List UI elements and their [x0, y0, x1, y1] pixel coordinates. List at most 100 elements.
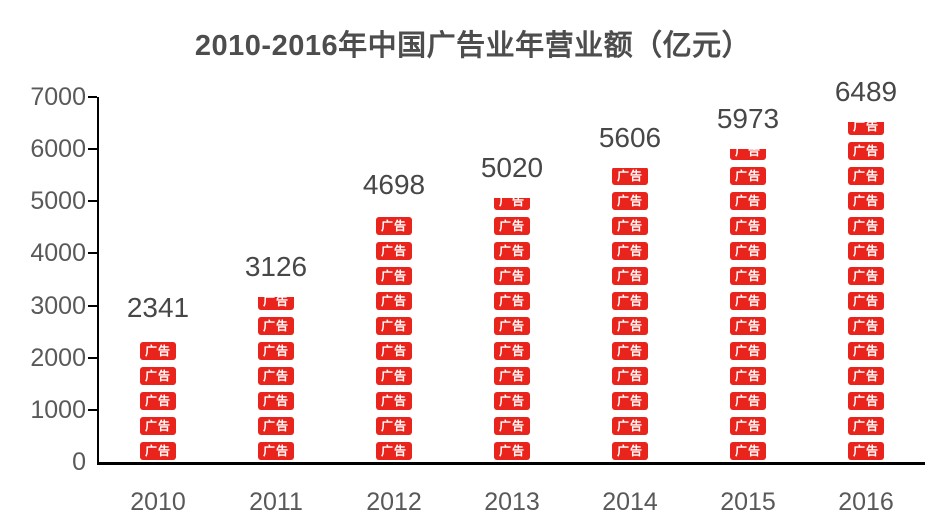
ad-block: 广告: [612, 242, 648, 260]
ad-block: 广告: [376, 342, 412, 360]
ad-block: 广告: [376, 292, 412, 310]
y-axis-tick: [88, 409, 97, 411]
ad-block: 广告: [848, 417, 884, 435]
ad-block: 广告: [376, 367, 412, 385]
bar-2015: 广告 广告 广告 广告 广告 广告 广告 广告 广告 广告 广告 广告 广告: [730, 149, 766, 460]
x-axis-label-2016: 2016: [838, 488, 894, 516]
ad-block: 广告: [730, 167, 766, 185]
x-axis-label-2010: 2010: [130, 488, 186, 516]
y-axis-tick: [88, 252, 97, 254]
ad-block: 广告: [612, 342, 648, 360]
ad-block: 广告: [730, 292, 766, 310]
y-axis-tick-label: 2000: [30, 344, 86, 372]
value-label-2014: 5606: [598, 122, 662, 153]
ad-block: 广告: [848, 392, 884, 410]
ad-block: 广告: [730, 242, 766, 260]
ad-block: 广告: [376, 392, 412, 410]
ad-block: 广告: [848, 192, 884, 210]
ad-block: 广告: [848, 142, 884, 160]
value-label-2015: 5973: [716, 103, 780, 134]
ad-block: 广告: [140, 442, 176, 460]
ad-block: 广告: [848, 217, 884, 235]
ad-block: 广告: [848, 442, 884, 460]
ad-block: 广告: [376, 317, 412, 335]
ad-block: 广告: [494, 367, 530, 385]
ad-block: 广告: [494, 217, 530, 235]
ad-block: 广告: [376, 442, 412, 460]
ad-block: 广告: [612, 417, 648, 435]
bar-2013: 广告 广告 广告 广告 广告 广告 广告 广告 广告 广告 广告: [494, 198, 530, 460]
y-axis-tick: [88, 305, 97, 307]
y-axis-tick-label: 5000: [30, 187, 86, 215]
ad-block: 广告: [612, 442, 648, 460]
ad-block: 广告: [258, 297, 294, 310]
ad-block: 广告: [730, 192, 766, 210]
ad-block: 广告: [376, 417, 412, 435]
ad-block: 广告: [258, 317, 294, 335]
ad-block: 广告: [730, 417, 766, 435]
ad-block: 广告: [612, 168, 648, 185]
ad-block: 广告: [494, 242, 530, 260]
ad-block: 广告: [730, 367, 766, 385]
bar-2011: 广告 广告 广告 广告 广告 广告 广告: [258, 297, 294, 460]
ad-block: 广告: [376, 217, 412, 235]
x-axis-label-2013: 2013: [484, 488, 540, 516]
ad-block: 广告: [494, 198, 530, 210]
ad-block: 广告: [848, 267, 884, 285]
value-label-2011: 3126: [244, 251, 308, 282]
y-axis-tick: [88, 148, 97, 150]
y-axis-line: [97, 97, 99, 462]
y-axis-tick: [88, 96, 97, 98]
value-label-2012: 4698: [362, 169, 426, 200]
y-axis-tick-label: 0: [72, 448, 86, 476]
ad-block: 广告: [494, 292, 530, 310]
ad-block: 广告: [848, 122, 884, 135]
x-axis-label-2015: 2015: [720, 488, 776, 516]
ad-block: 广告: [494, 342, 530, 360]
bar-2014: 广告 广告 广告 广告 广告 广告 广告 广告 广告 广告 广告 广告: [612, 168, 648, 460]
ad-block: 广告: [140, 367, 176, 385]
ad-block: 广告: [494, 392, 530, 410]
ad-block: 广告: [730, 267, 766, 285]
ad-block: 广告: [612, 217, 648, 235]
x-axis-label-2014: 2014: [602, 488, 658, 516]
ad-block: 广告: [258, 342, 294, 360]
ad-block: 广告: [258, 392, 294, 410]
ad-block: 广告: [848, 292, 884, 310]
x-axis-label-2011: 2011: [249, 488, 303, 516]
ad-block: 广告: [258, 367, 294, 385]
ad-block: 广告: [140, 417, 176, 435]
ad-block: 广告: [376, 267, 412, 285]
ad-block: 广告: [612, 392, 648, 410]
value-label-2013: 5020: [480, 152, 544, 183]
value-label-2010: 2341: [126, 292, 190, 323]
ad-block: 广告: [612, 367, 648, 385]
x-axis-line: [97, 462, 925, 465]
ad-block: 广告: [848, 342, 884, 360]
y-axis-tick-label: 6000: [30, 135, 86, 163]
ad-block: 广告: [848, 167, 884, 185]
ad-block: 广告: [730, 392, 766, 410]
ad-block: 广告: [376, 242, 412, 260]
ad-block: 广告: [730, 442, 766, 460]
ad-block: 广告: [612, 292, 648, 310]
x-axis-label-2012: 2012: [366, 488, 422, 516]
y-axis-tick-label: 3000: [30, 292, 86, 320]
ad-block: 广告: [494, 267, 530, 285]
ad-block: 广告: [730, 217, 766, 235]
value-label-2016: 6489: [834, 76, 898, 107]
ad-block: 广告: [494, 442, 530, 460]
ad-block: 广告: [848, 367, 884, 385]
ad-block: 广告: [612, 267, 648, 285]
ad-block: 广告: [730, 149, 766, 160]
bar-2016: 广告 广告 广告 广告 广告 广告 广告 广告 广告 广告 广告 广告 广告 广告: [848, 122, 884, 460]
ad-block: 广告: [612, 317, 648, 335]
y-axis-tick: [88, 200, 97, 202]
y-axis-tick: [88, 357, 97, 359]
bar-2012: 广告 广告 广告 广告 广告 广告 广告 广告 广告 广告: [376, 215, 412, 460]
ad-block: 广告: [848, 317, 884, 335]
chart-title: 2010-2016年中国广告业年营业额（亿元）: [194, 30, 752, 62]
ad-block: 广告: [730, 342, 766, 360]
ad-block: 广告: [730, 317, 766, 335]
